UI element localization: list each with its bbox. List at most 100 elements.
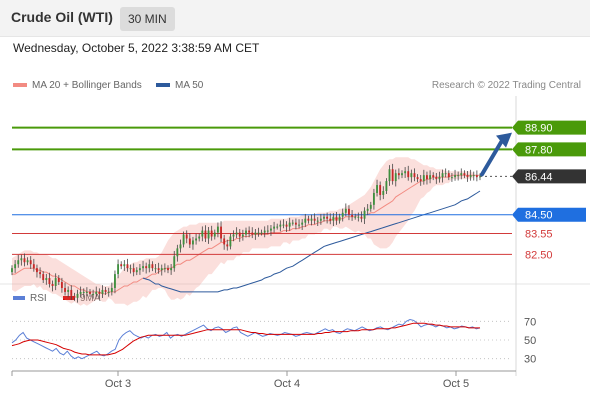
candle-body (279, 224, 282, 227)
candle-body (369, 204, 372, 209)
candle-body (195, 238, 198, 241)
price-candles (11, 163, 481, 303)
candle-body (298, 224, 300, 226)
candle-body (304, 218, 307, 223)
candle-body (70, 289, 73, 296)
candle-body (450, 177, 453, 179)
candle-body (26, 260, 29, 263)
candle-body (29, 260, 32, 265)
candle-body (192, 240, 194, 245)
candle-body (238, 232, 241, 237)
legend-label-rsi: RSI (30, 293, 47, 304)
candle-body (220, 226, 222, 239)
candle-body (135, 270, 138, 273)
candle-body (260, 232, 263, 234)
candle-body (307, 218, 310, 221)
candle-body (363, 210, 366, 219)
candle-body (151, 264, 154, 269)
rsi-tick-label: 30 (524, 354, 536, 366)
candle-body (173, 256, 176, 269)
candle-body (92, 293, 95, 295)
candle-body (51, 284, 54, 286)
legend-swatch-9ma (63, 296, 75, 301)
x-tick-label: Oct 4 (274, 378, 300, 390)
legend-swatch-ma50 (156, 83, 170, 88)
candle-body (226, 244, 229, 247)
legend-item-ma50: MA 50 (156, 80, 203, 91)
candle-body (316, 220, 319, 222)
candle-body (142, 266, 144, 269)
candle-body (416, 177, 419, 180)
level-label-resistance: 88.90 (525, 123, 553, 135)
candle-body (323, 216, 325, 219)
candle-body (145, 266, 148, 269)
candle-body (319, 218, 322, 221)
legend-label-9ma: 9MA (80, 293, 101, 304)
candle-body (229, 236, 232, 247)
legend-item-9ma: 9MA (63, 293, 101, 304)
candle-body (160, 268, 163, 271)
candle-body (466, 175, 469, 178)
candle-body (182, 234, 185, 245)
level-label-support: 83.55 (525, 229, 553, 241)
candle-body (341, 212, 344, 217)
candle-body (429, 175, 432, 180)
candle-body (426, 175, 428, 180)
candle-body (107, 291, 110, 293)
interval-button[interactable]: 30 MIN (120, 7, 175, 31)
candle-body (60, 282, 63, 288)
candle-body (204, 230, 207, 239)
candle-body (382, 190, 385, 195)
candle-body (257, 232, 260, 234)
candle-body (441, 173, 444, 178)
candle-body (179, 244, 182, 249)
candle-body (23, 258, 26, 263)
level-label-pivot: 84.50 (525, 210, 553, 222)
candle-body (254, 232, 257, 235)
rsi-tick-label: 50 (524, 335, 536, 347)
candle-body (273, 226, 276, 229)
legend-item-rsi: RSI (13, 293, 47, 304)
candle-body (394, 173, 397, 182)
candle-body (291, 222, 294, 224)
candle-body (454, 175, 456, 178)
candle-body (332, 216, 335, 221)
x-tick-label: Oct 5 (443, 378, 469, 390)
candle-body (313, 218, 316, 221)
legend-item-bollinger: MA 20 + Bollinger Bands (13, 80, 142, 91)
candle-body (210, 230, 213, 237)
candle-body (11, 268, 13, 273)
candle-body (167, 268, 169, 271)
candle-body (17, 260, 20, 265)
candle-body (422, 175, 425, 182)
candle-body (132, 268, 135, 273)
projection-arrow-shaft (480, 138, 504, 177)
candle-body (213, 232, 216, 237)
candle-body (457, 175, 460, 177)
rsi-line (11, 318, 481, 360)
candle-body (447, 173, 450, 178)
candle-body (188, 238, 191, 245)
candle-body (89, 291, 91, 294)
candle-body (469, 175, 472, 178)
candle-body (301, 222, 304, 225)
candle-body (335, 216, 338, 221)
candle-body (117, 264, 120, 275)
candle-body (110, 287, 113, 292)
rsi-tick-label: 70 (524, 316, 536, 328)
candle-body (101, 289, 104, 294)
candle-body (372, 192, 375, 205)
candle-body (223, 238, 226, 245)
candle-body (64, 287, 66, 292)
candle-body (288, 222, 291, 227)
candle-body (329, 218, 332, 221)
projection-arrow (480, 132, 512, 177)
legend-label-bollinger: MA 20 + Bollinger Bands (32, 80, 142, 91)
candle-body (351, 214, 354, 217)
x-tick-label: Oct 3 (105, 378, 131, 390)
x-axis: Oct 3 Oct 4 Oct 5 (11, 370, 516, 390)
candle-body (435, 177, 438, 180)
rsi-legend: RSI 9MA (13, 293, 163, 307)
level-label-support: 82.50 (525, 249, 553, 261)
candle-body (413, 173, 416, 178)
